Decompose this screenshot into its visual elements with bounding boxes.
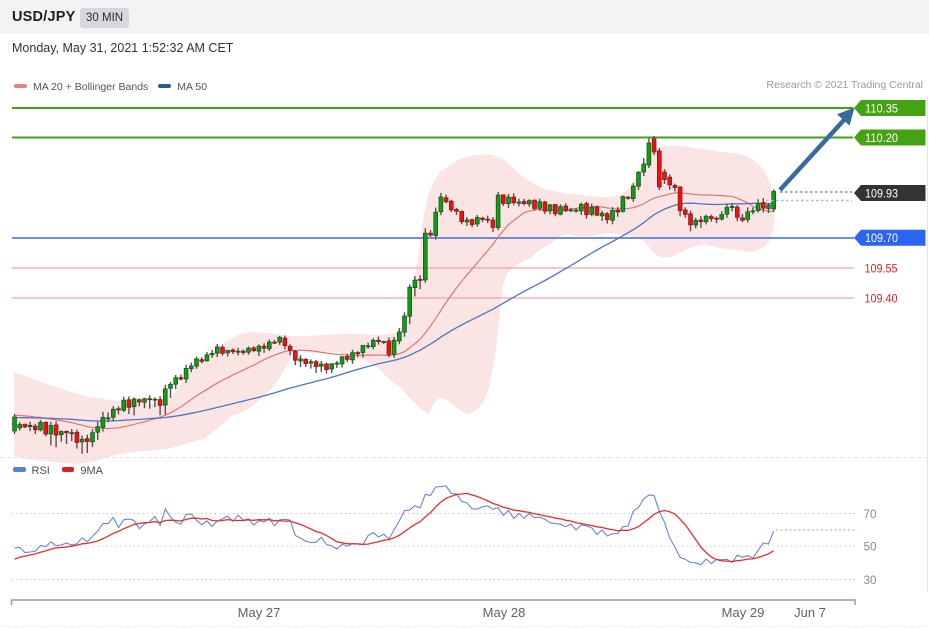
svg-text:30: 30 — [864, 573, 877, 587]
svg-text:May 27: May 27 — [238, 605, 281, 620]
svg-text:Jun 7: Jun 7 — [794, 605, 826, 620]
svg-text:109.55: 109.55 — [865, 261, 898, 275]
svg-text:May 29: May 29 — [722, 605, 765, 620]
svg-text:109.40: 109.40 — [865, 291, 898, 305]
svg-text:109.70: 109.70 — [865, 231, 898, 245]
svg-text:109.93: 109.93 — [865, 186, 898, 200]
svg-text:50: 50 — [864, 540, 877, 554]
svg-text:70: 70 — [864, 507, 877, 521]
svg-text:May 28: May 28 — [483, 605, 526, 620]
svg-text:110.20: 110.20 — [865, 131, 898, 145]
svg-text:110.35: 110.35 — [865, 101, 898, 115]
